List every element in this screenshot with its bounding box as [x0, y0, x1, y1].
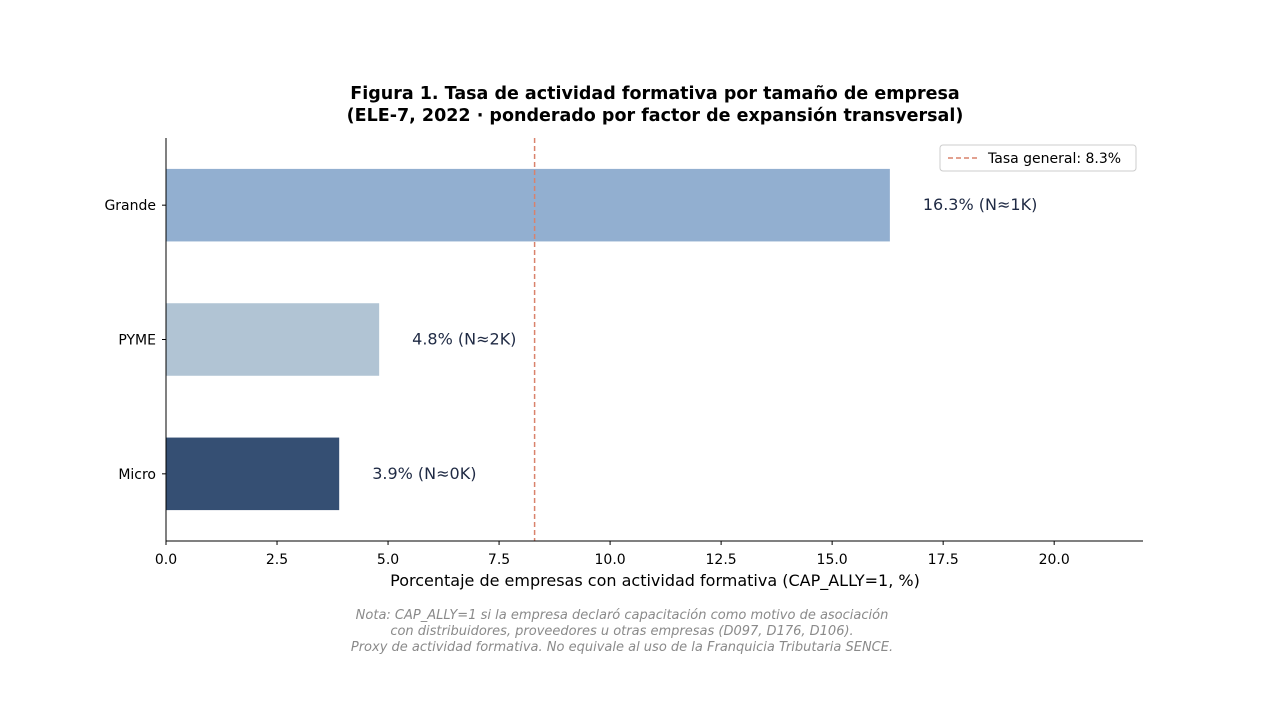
- legend-entry: Tasa general: 8.3%: [987, 151, 1121, 167]
- x-axis-label: Porcentaje de empresas con actividad for…: [390, 571, 920, 591]
- x-tick-label: 0.0: [155, 552, 177, 568]
- bar-value-label: 16.3% (N≈1K): [923, 195, 1037, 214]
- bar-value-label: 3.9% (N≈0K): [372, 464, 476, 483]
- bars-group: 16.3% (N≈1K) 4.8% (N≈2K) 3.9% (N≈0K): [166, 168, 1037, 511]
- x-ticks: 0.0 2.5 5.0 7.5 10.0 12.5 15.0 17.5 20.0: [155, 541, 1070, 568]
- x-tick-label: 10.0: [595, 552, 626, 568]
- bar-value-label: 4.8% (N≈2K): [412, 330, 516, 349]
- legend-box: [939, 144, 1137, 172]
- note-line-1: Nota: CAP_ALLY=1 si la empresa declaró c…: [356, 608, 889, 623]
- legend: Tasa general: 8.3%: [939, 144, 1137, 172]
- y-tick-label: Micro: [118, 467, 156, 483]
- x-tick-label: 5.0: [377, 552, 399, 568]
- y-tick-label: Grande: [104, 198, 156, 214]
- y-ticks: Grande PYME Micro: [104, 198, 166, 483]
- chart-subtitle: (ELE-7, 2022 · ponderado por factor de e…: [347, 106, 964, 126]
- x-tick-label: 17.5: [928, 552, 959, 568]
- bar-pyme: [166, 303, 380, 376]
- x-tick-label: 7.5: [488, 552, 510, 568]
- x-tick-label: 12.5: [706, 552, 737, 568]
- x-tick-label: 2.5: [266, 552, 288, 568]
- chart-title: Figura 1. Tasa de actividad formativa po…: [350, 84, 959, 104]
- x-tick-label: 20.0: [1039, 552, 1070, 568]
- x-tick-label: 15.0: [817, 552, 848, 568]
- bar-grande: [166, 168, 890, 242]
- y-tick-label: PYME: [118, 333, 156, 349]
- bar-micro: [166, 437, 340, 511]
- note-line-3: Proxy de actividad formativa. No equival…: [351, 640, 893, 655]
- note-line-2: con distribuidores, proveedores u otras …: [390, 624, 853, 639]
